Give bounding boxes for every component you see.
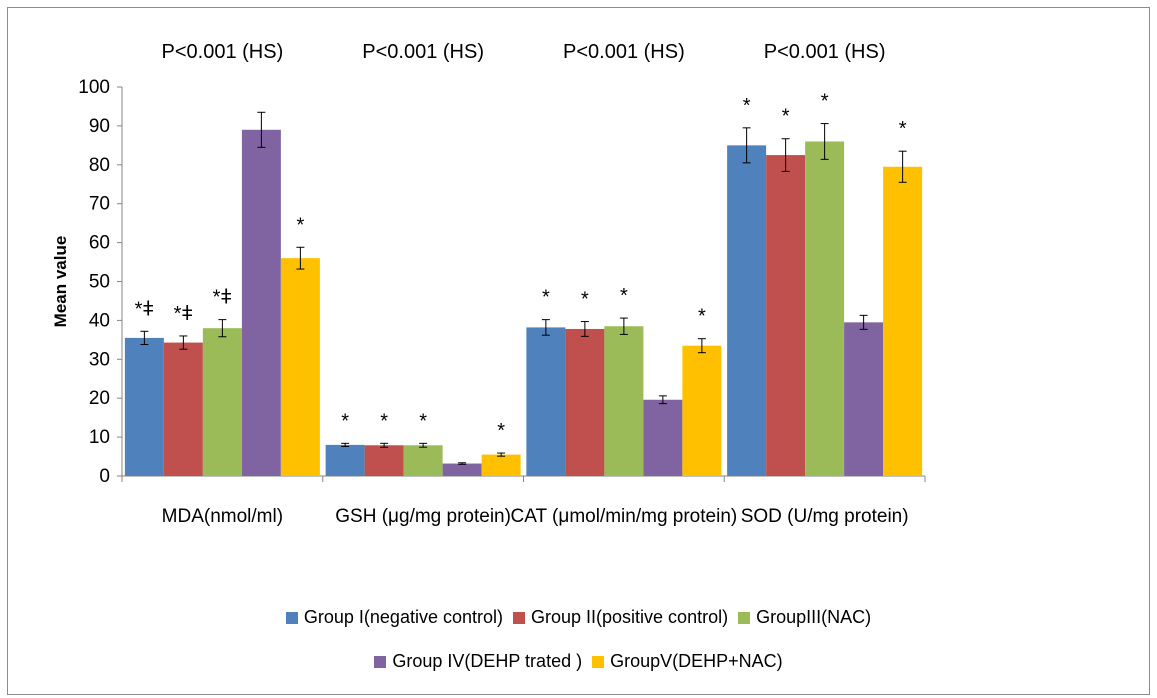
y-tick-label: 0 — [99, 466, 110, 487]
p-value-label: P<0.001 (HS) — [764, 41, 886, 63]
bar — [766, 155, 806, 476]
legend-item: Group IV(DEHP trated ) — [374, 651, 582, 672]
significance-mark: * — [341, 410, 349, 432]
legend-label: Group II(positive control) — [531, 607, 729, 627]
bar — [682, 345, 722, 476]
bar — [883, 166, 923, 476]
bar — [805, 141, 845, 476]
category-label: CAT (μmol/min/mg protein) — [511, 506, 738, 527]
bar — [280, 258, 320, 476]
bar — [481, 454, 521, 476]
y-tick-label: 100 — [78, 77, 110, 98]
legend-swatch — [374, 655, 387, 668]
chart-frame — [7, 7, 1150, 695]
legend-row: Group IV(DEHP trated ) GroupV(DEHP+NAC) — [0, 651, 1157, 672]
bar — [604, 326, 644, 476]
bar — [163, 342, 203, 476]
legend-item: Group I(negative control) — [285, 607, 503, 628]
bar — [442, 463, 482, 476]
chart-plot: 0 10 20 30 40 50 60 70 80 90 100 Mean value MDA(nmol… — [51, 41, 926, 527]
y-tick-label: 80 — [89, 155, 110, 176]
bar — [403, 445, 443, 476]
significance-mark: * — [380, 410, 388, 432]
bar — [364, 445, 404, 476]
y-tick-label: 30 — [89, 349, 110, 370]
y-tick-label: 60 — [89, 233, 110, 254]
significance-mark: *ǂ — [174, 303, 193, 325]
legend-item: GroupV(DEHP+NAC) — [592, 651, 783, 672]
significance-mark: * — [620, 285, 628, 307]
bar — [844, 322, 884, 476]
bar — [643, 399, 683, 476]
bar — [727, 145, 767, 476]
legend-swatch — [285, 611, 298, 624]
significance-mark: * — [698, 306, 706, 328]
y-tick-label: 90 — [89, 116, 110, 137]
legend-label: GroupV(DEHP+NAC) — [610, 651, 783, 671]
bar — [124, 337, 164, 476]
bar — [325, 444, 365, 476]
p-value-label: P<0.001 (HS) — [162, 41, 284, 63]
y-tick-label: 10 — [89, 427, 110, 448]
p-value-label: P<0.001 (HS) — [362, 41, 484, 63]
significance-mark: * — [899, 118, 907, 140]
significance-mark: * — [542, 287, 550, 309]
bar — [241, 129, 281, 477]
legend-item: GroupIII(NAC) — [738, 607, 871, 628]
y-tick-label: 70 — [89, 194, 110, 215]
significance-mark: *ǂ — [135, 298, 154, 320]
significance-mark: * — [743, 95, 751, 117]
y-axis-label: Mean value — [51, 236, 70, 328]
y-tick-label: 40 — [89, 310, 110, 331]
bar — [565, 328, 605, 476]
legend-row: Group I(negative control) Group II(positi… — [0, 607, 1157, 628]
significance-mark: * — [782, 106, 790, 128]
legend-label: GroupIII(NAC) — [756, 607, 872, 627]
legend-label: Group I(negative control) — [303, 607, 503, 627]
category-label: MDA(nmol/ml) — [162, 506, 283, 527]
significance-mark: *ǂ — [213, 287, 232, 309]
significance-mark: * — [419, 410, 427, 432]
significance-mark: * — [821, 91, 829, 113]
significance-mark: * — [581, 289, 589, 311]
significance-mark: * — [497, 420, 505, 442]
legend-swatch — [513, 611, 525, 624]
legend-swatch — [592, 655, 605, 668]
y-tick-label: 50 — [89, 272, 110, 293]
bar — [202, 328, 242, 476]
p-value-label: P<0.001 (HS) — [563, 41, 685, 63]
y-tick-label: 20 — [89, 388, 110, 409]
legend-swatch — [738, 611, 751, 624]
category-label: SOD (U/mg protein) — [741, 506, 909, 527]
significance-mark: * — [296, 214, 304, 236]
legend-item: Group II(positive control) — [513, 607, 728, 628]
bar — [526, 327, 566, 476]
legend-label: Group IV(DEHP trated ) — [392, 651, 583, 671]
category-label: GSH (μg/mg protein) — [335, 506, 511, 527]
